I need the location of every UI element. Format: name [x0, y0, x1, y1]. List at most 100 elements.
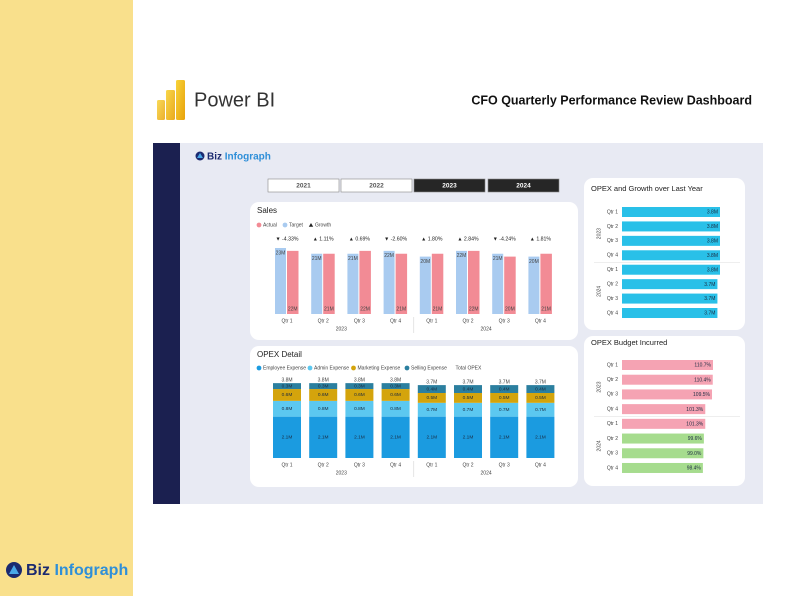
bar-label: 21M: [396, 306, 406, 312]
bar: [622, 462, 703, 473]
year-button-label[interactable]: 2024: [516, 183, 531, 190]
x-tick-label: Qtr 3: [499, 462, 510, 468]
bar-segment: [454, 416, 482, 458]
x-tick-label: Qtr 2: [318, 462, 329, 468]
bar-segment: [273, 400, 301, 417]
y-tick-label: Qtr 3: [607, 238, 618, 244]
year-button[interactable]: [487, 178, 560, 193]
y-tick-label: Qtr 1: [607, 209, 618, 215]
segment-label: 2.1M: [318, 435, 329, 441]
legend-label: Total OPEX: [456, 366, 483, 372]
segment-label: 0.8M: [354, 406, 365, 412]
segment-label: 0.4M: [499, 386, 510, 392]
y-tick-label: Qtr 1: [607, 267, 618, 273]
bar: [622, 448, 704, 459]
bar: [622, 221, 720, 232]
y-tick-label: Qtr 3: [607, 392, 618, 398]
legend-marker: [307, 365, 313, 371]
segment-label: 0.8M: [318, 406, 329, 412]
bar: [540, 253, 552, 314]
bar-label: 3.7M: [704, 311, 715, 317]
bar-label: 98.4%: [687, 466, 702, 472]
bar: [622, 404, 706, 415]
year-button[interactable]: [413, 178, 486, 193]
segment-label: 0.5M: [426, 395, 437, 401]
x-group-label: 2024: [481, 470, 492, 476]
year-button-label[interactable]: 2022: [369, 183, 384, 190]
x-tick-label: Qtr 2: [318, 318, 329, 324]
x-group-label: 2023: [336, 326, 347, 332]
bar-segment: [309, 400, 338, 417]
bar-label: 22M: [469, 306, 479, 312]
legend-label: Actual: [263, 223, 277, 229]
brand-first: Biz: [26, 562, 50, 579]
bar-label: 22M: [288, 306, 298, 312]
segment-label: 0.7M: [426, 407, 437, 413]
bar-label: 22M: [384, 253, 394, 259]
y-tick-label: Qtr 1: [607, 421, 618, 427]
y-tick-label: Qtr 4: [607, 406, 618, 412]
segment-label: 2.1M: [390, 435, 401, 441]
legend-label: Growth: [315, 223, 331, 229]
legend-marker: [351, 365, 356, 371]
bar: [622, 360, 713, 370]
bar: [504, 256, 516, 314]
x-tick-label: Qtr 3: [354, 462, 365, 468]
bar-label: 21M: [312, 256, 322, 262]
year-button[interactable]: [340, 178, 413, 193]
y-group-label: 2023: [596, 228, 602, 239]
bar-label: 22M: [360, 306, 370, 312]
bar-label: 21M: [348, 256, 358, 262]
bar: [383, 250, 395, 314]
bar-segment: [381, 416, 410, 458]
card-title: OPEX Budget Incurred: [591, 338, 667, 347]
bar-segment: [417, 385, 446, 393]
total-label: 3.8M: [281, 377, 292, 383]
x-tick-label: Qtr 4: [535, 318, 546, 324]
bar: [622, 207, 720, 217]
bar-label: 110.4%: [694, 377, 711, 383]
bar-segment: [526, 416, 555, 458]
legend-marker: [308, 223, 314, 227]
segment-label: 2.1M: [282, 435, 293, 441]
bar-segment: [454, 402, 482, 417]
year-button[interactable]: [267, 178, 340, 193]
total-label: 3.8M: [318, 377, 329, 383]
brand-second: Infograph: [54, 562, 128, 579]
bar-segment: [309, 389, 338, 401]
y-group-label: 2024: [596, 440, 602, 451]
bar-segment: [381, 383, 410, 390]
total-label: 3.7M: [462, 379, 473, 385]
bar: [275, 248, 286, 314]
legend-marker: [282, 222, 288, 228]
bar-label: 3.8M: [707, 210, 718, 216]
segment-label: 0.7M: [499, 407, 510, 413]
year-button-label[interactable]: 2023: [442, 183, 457, 190]
y-tick-label: Qtr 2: [607, 377, 618, 383]
brand-logo: Biz Infograph: [195, 151, 271, 162]
segment-label: 2.1M: [499, 435, 510, 441]
bar: [287, 250, 299, 314]
bar: [622, 293, 718, 304]
year-button-label[interactable]: 2021: [296, 183, 311, 190]
bar-segment: [454, 392, 482, 403]
bar: [323, 253, 335, 314]
bar-label: 3.7M: [704, 282, 715, 288]
growth-label: ▲ 1.80%: [421, 236, 443, 242]
x-tick-label: Qtr 1: [281, 462, 292, 468]
bar-segment: [417, 416, 446, 458]
bar: [347, 253, 359, 314]
bar-segment: [345, 383, 374, 390]
bar: [395, 253, 408, 314]
legend-label: Admin Expense: [314, 366, 349, 372]
bar-segment: [273, 389, 301, 401]
bar-segment: [526, 392, 555, 403]
bar: [468, 250, 480, 314]
bar-label: 20M: [420, 259, 430, 265]
bar-label: 23M: [276, 250, 286, 256]
x-tick-label: Qtr 2: [462, 318, 473, 324]
bar-label: 101.3%: [686, 421, 704, 427]
y-tick-label: Qtr 4: [607, 310, 618, 316]
x-tick-label: Qtr 4: [535, 462, 546, 468]
